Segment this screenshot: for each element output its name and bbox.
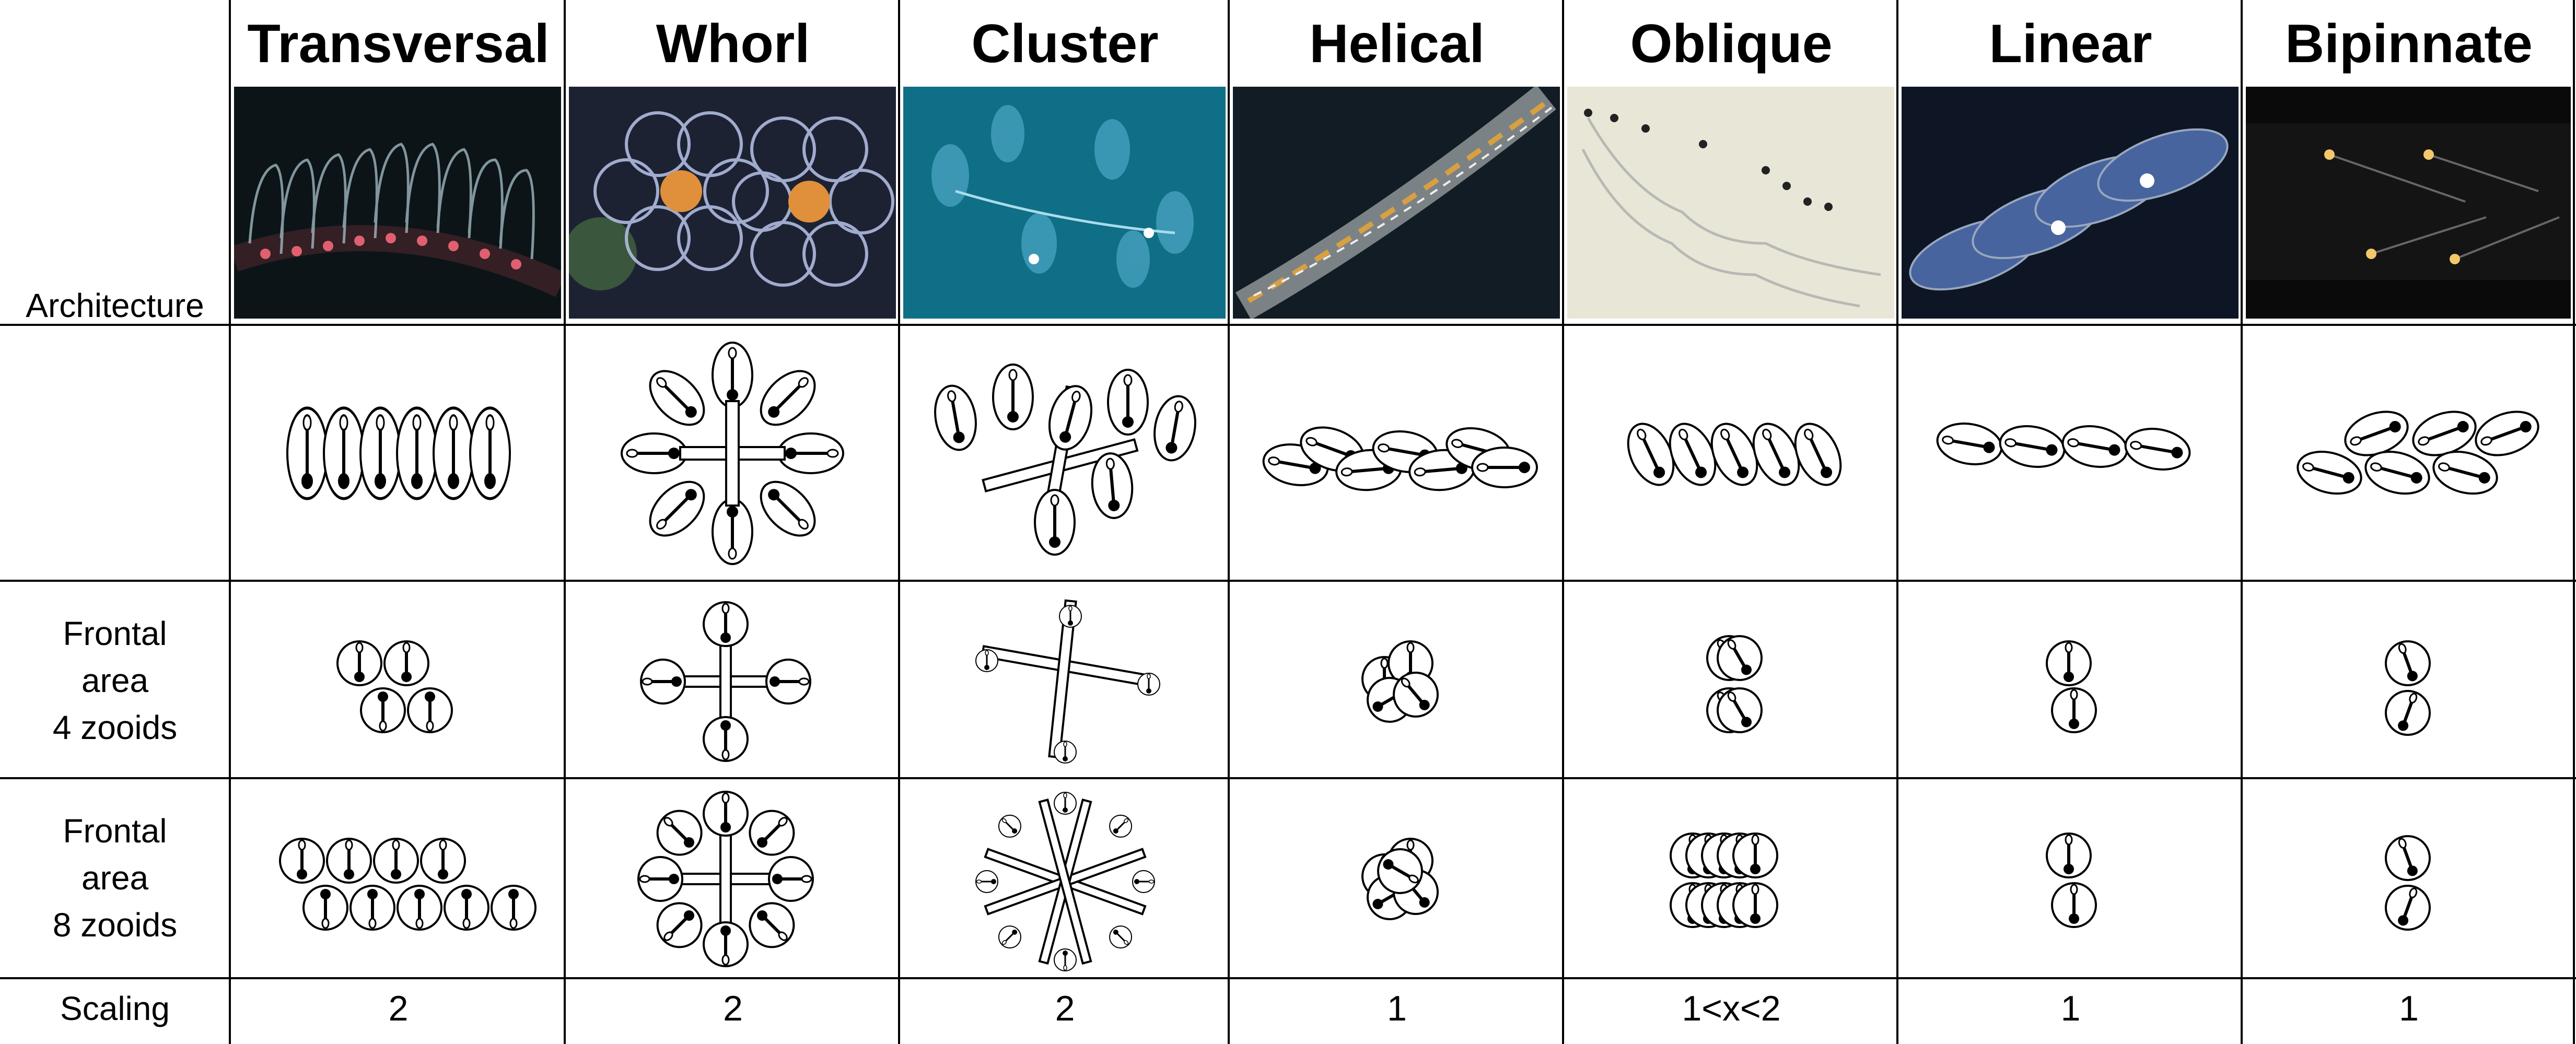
scaling-linear: 1 [2060,989,2081,1028]
row-label-frontal-4: Frontal area 4 zooids [0,610,230,751]
architecture-diagram-oblique [1567,329,1894,578]
frontal4-diagram-bipinnate [2246,585,2571,775]
frontal4-line1: Frontal [63,615,167,652]
scaling-helical: 1 [1387,989,1407,1028]
frontal4-diagram-transversal [234,585,561,775]
header-linear: Linear [1989,14,2152,74]
photo-oblique [1567,87,1894,319]
header-helical: Helical [1309,14,1485,74]
row-label-scaling: Scaling [60,990,170,1027]
frontal8-diagram-whorl [569,782,896,976]
scaling-bipinnate: 1 [2399,989,2419,1028]
header-cluster: Cluster [971,14,1159,74]
frontal8-diagram-linear [1902,782,2239,976]
frontal8-diagram-bipinnate [2246,782,2571,976]
architecture-diagram-whorl [569,329,896,578]
frontal8-diagram-transversal [234,782,561,976]
scaling-transversal: 2 [388,989,409,1028]
header-whorl: Whorl [656,14,810,74]
frontal8-line3: 8 zooids [52,906,178,944]
photo-helical [1233,87,1560,319]
frontal4-line3: 4 zooids [52,709,178,746]
frontal4-diagram-cluster [975,599,1161,764]
row-label-frontal-8: Frontal area 8 zooids [0,807,230,948]
scaling-whorl: 2 [723,989,743,1028]
frontal4-line2: area [81,662,149,699]
photo-whorl [569,87,896,319]
architecture-diagram-linear [1902,329,2239,578]
frontal4-diagram-oblique [1567,585,1894,775]
photo-bipinnate [2246,87,2571,319]
row-label-architecture: Architecture [26,287,204,324]
photo-linear [1902,87,2239,319]
frontal4-diagram-helical [1233,585,1560,775]
architecture-diagram-helical [1233,329,1560,578]
photo-cluster [903,87,1226,319]
header-oblique: Oblique [1630,14,1833,74]
frontal8-line1: Frontal [63,812,167,850]
header-bipinnate: Bipinnate [2285,14,2533,74]
architecture-diagram-bipinnate [2246,329,2571,578]
frontal8-line2: area [81,859,149,897]
architecture-diagram-transversal [234,329,561,578]
photo-transversal [234,87,561,319]
frontal4-diagram-linear [1902,585,2239,775]
architecture-diagram-cluster [903,329,1226,578]
frontal8-diagram-helical [1233,782,1560,976]
scaling-cluster: 2 [1055,989,1075,1028]
frontal4-diagram-whorl [569,585,896,775]
frontal8-diagram-cluster [975,791,1156,972]
scaling-oblique: 1<x<2 [1682,989,1781,1028]
frontal8-diagram-oblique [1567,782,1894,976]
header-transversal: Transversal [247,14,550,74]
